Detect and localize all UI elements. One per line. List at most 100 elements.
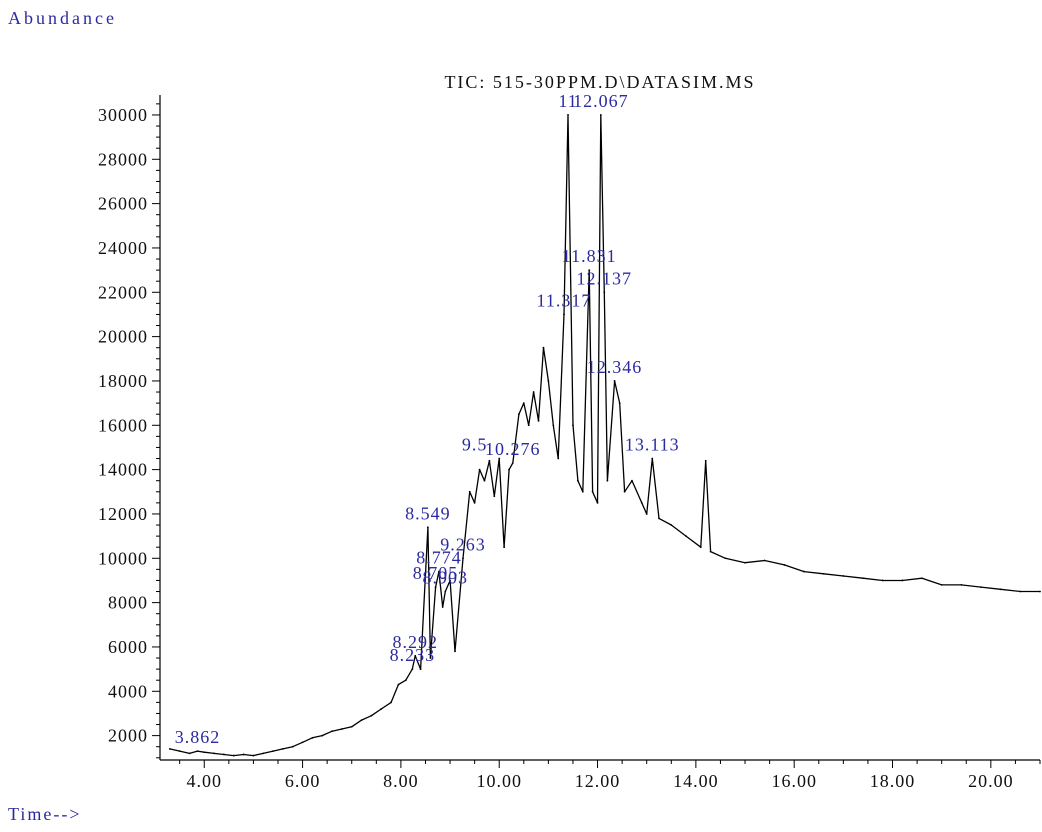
data-point xyxy=(503,546,506,549)
data-point xyxy=(670,524,673,526)
data-point xyxy=(468,490,471,493)
x-tick-label: 8.00 xyxy=(383,771,419,791)
data-point xyxy=(232,754,235,757)
data-point xyxy=(645,513,648,515)
data-point xyxy=(623,490,626,493)
data-point xyxy=(370,714,373,717)
data-point xyxy=(960,583,963,586)
data-point xyxy=(651,457,654,460)
data-point xyxy=(434,586,437,588)
peak-label: 12.067 xyxy=(573,91,629,111)
data-point xyxy=(168,748,171,750)
x-tick-label: 18.00 xyxy=(870,771,916,791)
data-point xyxy=(488,459,491,462)
data-point xyxy=(404,679,407,682)
y-tick-label: 24000 xyxy=(98,238,148,258)
data-point xyxy=(517,413,520,416)
peak-label: 9.5 xyxy=(462,435,488,455)
data-point xyxy=(980,586,982,588)
data-point xyxy=(397,683,400,686)
data-point xyxy=(567,114,569,116)
data-point xyxy=(321,734,324,737)
data-point xyxy=(881,579,884,582)
data-point xyxy=(557,457,560,460)
data-point xyxy=(699,546,702,549)
peak-label: 9.263 xyxy=(440,534,486,554)
data-point xyxy=(242,753,245,756)
data-point xyxy=(511,462,514,464)
data-point xyxy=(901,579,904,582)
x-tick-label: 20.00 xyxy=(968,771,1014,791)
data-point xyxy=(631,479,633,482)
data-point xyxy=(842,575,845,577)
data-point xyxy=(462,557,464,560)
data-point xyxy=(282,748,284,750)
data-point xyxy=(311,736,314,739)
data-point xyxy=(618,402,621,405)
data-point xyxy=(563,313,565,316)
y-tick-label: 30000 xyxy=(98,105,148,125)
data-point xyxy=(599,114,602,116)
peak-label: 12.137 xyxy=(577,268,633,288)
y-tick-label: 12000 xyxy=(98,504,148,524)
data-point xyxy=(658,517,660,520)
data-point xyxy=(572,424,574,427)
data-point xyxy=(552,424,555,427)
data-point xyxy=(429,657,432,659)
y-tick-label: 16000 xyxy=(98,415,148,435)
data-point xyxy=(532,391,535,393)
peak-label: 11.831 xyxy=(562,246,617,266)
data-point xyxy=(547,380,550,382)
data-point xyxy=(763,559,766,562)
y-tick-label: 8000 xyxy=(108,593,148,613)
data-point xyxy=(522,402,525,405)
data-point xyxy=(213,752,215,755)
data-point xyxy=(419,668,422,671)
data-point xyxy=(709,550,712,553)
data-point xyxy=(527,424,530,427)
y-axis-label: Abundance xyxy=(8,8,117,28)
data-point xyxy=(380,708,383,710)
data-point xyxy=(360,719,363,721)
data-point xyxy=(331,730,333,733)
x-tick-label: 14.00 xyxy=(673,771,719,791)
axes: 2000 4000 6000 8000 10000 12000 14000 16000 1800… xyxy=(98,95,1041,791)
peak-label: 8.774 xyxy=(416,548,462,568)
data-point xyxy=(576,479,579,482)
data-point xyxy=(822,572,825,575)
data-point xyxy=(542,346,545,349)
peak-label: 8.233 xyxy=(390,645,436,665)
y-tick-label: 10000 xyxy=(98,548,148,568)
data-point xyxy=(921,577,923,580)
data-point xyxy=(188,752,191,755)
data-point xyxy=(414,654,417,657)
data-point xyxy=(454,650,456,653)
data-point xyxy=(591,490,594,493)
data-point xyxy=(478,468,481,471)
series-layer xyxy=(168,114,1041,757)
y-tick-label: 26000 xyxy=(98,194,148,214)
data-point xyxy=(606,479,609,482)
y-tick-label: 4000 xyxy=(108,681,148,701)
x-tick-label: 10.00 xyxy=(476,771,522,791)
data-point xyxy=(596,501,599,504)
peak-label: 11 xyxy=(558,91,577,111)
data-point xyxy=(744,561,746,564)
data-point xyxy=(350,725,353,728)
data-point xyxy=(272,750,274,753)
data-point xyxy=(704,459,707,462)
data-point xyxy=(685,535,687,538)
data-point xyxy=(203,751,206,754)
peak-label: 8.903 xyxy=(423,568,469,588)
x-tick-label: 16.00 xyxy=(771,771,817,791)
data-point xyxy=(291,745,294,748)
data-point xyxy=(178,750,181,753)
data-point xyxy=(613,380,616,382)
peak-label: 8.705 xyxy=(413,563,459,583)
data-point xyxy=(1019,590,1022,593)
peak-label: 3.862 xyxy=(175,727,221,747)
data-point xyxy=(252,754,255,757)
